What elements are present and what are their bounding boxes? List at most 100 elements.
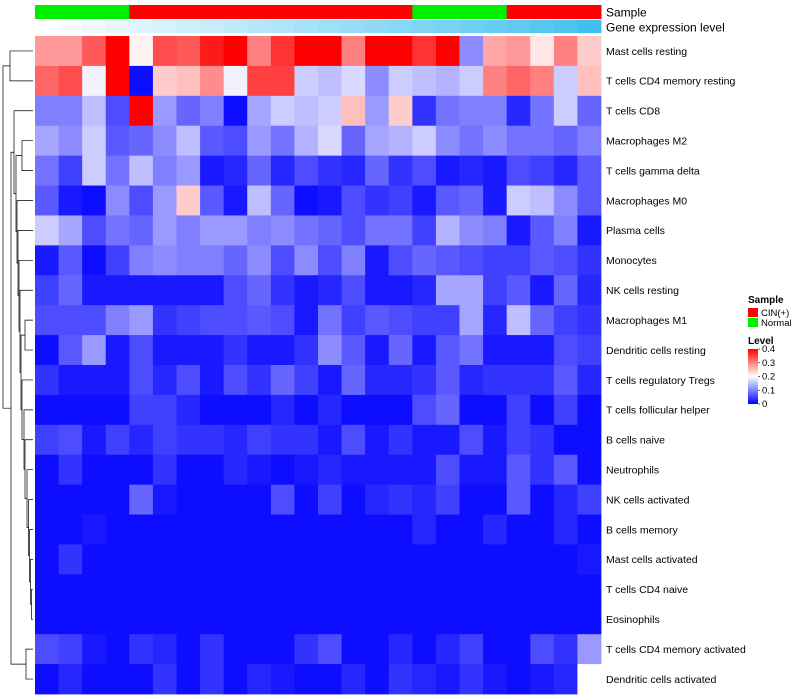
heatmap-cell bbox=[506, 95, 531, 127]
sample-annotation-cell bbox=[318, 5, 343, 19]
heatmap-cell bbox=[152, 394, 177, 426]
heatmap-cell bbox=[223, 65, 248, 97]
heatmap-cell bbox=[294, 394, 319, 426]
dendrogram-link-20 bbox=[2, 65, 11, 409]
heatmap-cell bbox=[223, 185, 248, 216]
heatmap-cell bbox=[58, 275, 83, 306]
heatmap-cell bbox=[459, 335, 484, 366]
heatmap-cell bbox=[483, 514, 508, 545]
heatmap-cell bbox=[318, 484, 342, 515]
heatmap-cell bbox=[412, 604, 437, 635]
heatmap-cell bbox=[530, 634, 555, 665]
heatmap-cell bbox=[200, 335, 225, 366]
level-annotation-cell bbox=[412, 20, 437, 33]
heatmap-cell bbox=[577, 95, 602, 127]
heatmap-cell bbox=[247, 365, 272, 396]
heatmap-cell bbox=[365, 215, 390, 246]
heatmap-cell bbox=[35, 664, 59, 695]
legend-tick-label: 0 bbox=[762, 399, 767, 410]
heatmap-cell bbox=[506, 335, 531, 366]
heatmap-cell bbox=[152, 424, 177, 456]
heatmap-cell bbox=[553, 155, 578, 186]
heatmap-cell bbox=[435, 634, 460, 665]
row-label: Macrophages M1 bbox=[606, 315, 687, 327]
level-annotation-cell bbox=[435, 20, 460, 33]
heatmap-cell bbox=[459, 394, 484, 426]
row-label: T cells CD4 memory activated bbox=[606, 644, 746, 656]
heatmap-cell bbox=[58, 634, 83, 665]
heatmap-cell bbox=[200, 544, 225, 575]
heatmap-cell bbox=[506, 185, 531, 216]
heatmap-cell bbox=[341, 604, 366, 635]
heatmap-cell bbox=[270, 36, 295, 67]
heatmap-cell bbox=[341, 275, 366, 306]
heatmap-cell bbox=[58, 484, 83, 515]
heatmap-cell bbox=[270, 365, 295, 396]
heatmap-cell bbox=[82, 604, 107, 635]
heatmap-cell bbox=[176, 604, 201, 635]
heatmap-cell bbox=[365, 185, 390, 216]
heatmap-cell bbox=[388, 424, 413, 456]
row-label: Macrophages M0 bbox=[606, 195, 687, 207]
heatmap-cell bbox=[129, 335, 154, 366]
heatmap-cell bbox=[200, 65, 225, 97]
legend-tick-label: 0.2 bbox=[762, 372, 775, 383]
heatmap-cell bbox=[483, 335, 508, 366]
heatmap-cell bbox=[435, 514, 460, 545]
heatmap-cell bbox=[530, 275, 555, 306]
heatmap-cell bbox=[200, 215, 225, 246]
heatmap-cell bbox=[152, 95, 177, 127]
heatmap-cell bbox=[412, 36, 437, 67]
heatmap-cell bbox=[35, 185, 59, 216]
heatmap-cell bbox=[483, 664, 508, 695]
heatmap-cell bbox=[318, 574, 342, 605]
heatmap-cell bbox=[483, 155, 508, 186]
heatmap-cell bbox=[200, 574, 225, 605]
heatmap-cell bbox=[388, 95, 413, 127]
row-label: Monocytes bbox=[606, 255, 657, 267]
legend-swatch-cin bbox=[748, 308, 758, 317]
heatmap-cell bbox=[459, 275, 484, 306]
legend-tick-label: 0.1 bbox=[762, 385, 775, 396]
row-label: T cells CD4 naive bbox=[606, 584, 688, 596]
heatmap-cell bbox=[105, 155, 130, 186]
heatmap-cell bbox=[435, 365, 460, 396]
heatmap-cell bbox=[318, 544, 342, 575]
heatmap-cell bbox=[318, 454, 342, 486]
row-label: B cells naive bbox=[606, 435, 665, 447]
sample-annotation-cell bbox=[270, 5, 295, 19]
heatmap-cell bbox=[129, 544, 154, 575]
heatmap-cell bbox=[459, 484, 484, 515]
heatmap-cell bbox=[176, 155, 201, 186]
heatmap-cell bbox=[176, 424, 201, 456]
heatmap-cell bbox=[35, 95, 59, 127]
sample-annotation-cell bbox=[105, 5, 130, 19]
row-label: T cells gamma delta bbox=[606, 165, 700, 177]
heatmap-cell bbox=[388, 574, 413, 605]
heatmap-cell bbox=[459, 574, 484, 605]
row-label: Dendritic cells activated bbox=[606, 674, 716, 686]
heatmap-cell bbox=[435, 155, 460, 186]
sample-annotation-cell bbox=[200, 5, 225, 19]
heatmap-cell bbox=[530, 335, 555, 366]
sample-annotation-cell bbox=[82, 5, 107, 19]
heatmap-cell bbox=[459, 65, 484, 97]
heatmap-cell bbox=[435, 245, 460, 276]
heatmap-cell bbox=[223, 365, 248, 396]
heatmap-cell bbox=[129, 185, 154, 216]
heatmap-cell bbox=[459, 454, 484, 486]
heatmap-cell bbox=[247, 125, 272, 157]
heatmap-cell bbox=[412, 155, 437, 186]
heatmap-cell bbox=[223, 275, 248, 306]
heatmap-cell bbox=[105, 454, 130, 486]
heatmap-cell bbox=[553, 305, 578, 336]
dendrogram-link-18 bbox=[10, 151, 26, 665]
heatmap-cell bbox=[318, 664, 342, 695]
heatmap-cell bbox=[105, 95, 130, 127]
sample-annotation-cell bbox=[152, 5, 177, 19]
heatmap-cell bbox=[82, 424, 107, 456]
heatmap-cell bbox=[459, 155, 484, 186]
heatmap-cell bbox=[506, 65, 531, 97]
heatmap-cell bbox=[129, 305, 154, 336]
heatmap-cell bbox=[483, 305, 508, 336]
